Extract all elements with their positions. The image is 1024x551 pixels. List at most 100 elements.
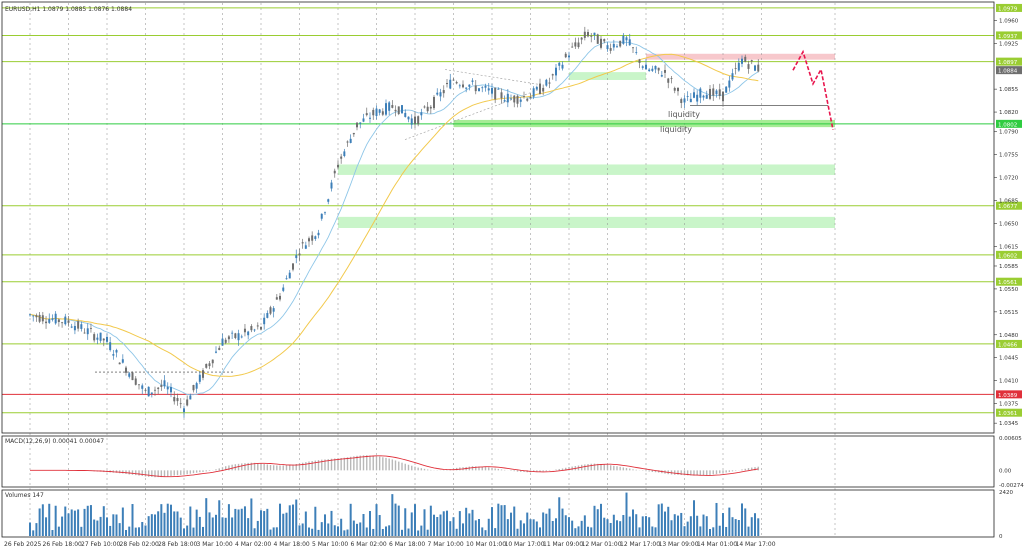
candle-body (635, 52, 638, 53)
level-badge (996, 277, 1022, 286)
level-badge (996, 31, 1022, 40)
level-badge-label: 1.0466 (998, 342, 1018, 348)
candle-body (375, 108, 378, 116)
volume-bar (568, 517, 570, 536)
volume-bar (327, 523, 330, 536)
candle-body (506, 93, 509, 103)
volume-bar (121, 507, 124, 536)
volume-bar (523, 523, 525, 536)
volume-bar (324, 514, 326, 536)
candle-body (343, 151, 346, 156)
candle-body (481, 87, 484, 89)
volume-bar (693, 500, 695, 536)
time-label: 28 Feb 18:00 (158, 541, 198, 548)
candle-body (442, 90, 445, 94)
candle-body (429, 106, 432, 109)
volume-bar (144, 525, 147, 536)
volume-bar (712, 527, 715, 536)
candle-body (218, 347, 221, 351)
candle-body (542, 87, 545, 92)
candle-body (583, 31, 586, 38)
candle-body (365, 113, 368, 116)
candle-body (35, 315, 38, 318)
candle-body (385, 103, 387, 115)
candle-body (260, 326, 262, 330)
volume-bar (754, 513, 756, 536)
trend-lines (95, 69, 828, 373)
volume-bar (128, 526, 131, 536)
volume-bar (282, 513, 285, 536)
volume-bar (404, 508, 407, 536)
price-tick-label: 1.0445 (999, 356, 1019, 362)
level-badge (996, 66, 1022, 75)
volume-bar (51, 530, 54, 536)
candle-body (750, 60, 753, 62)
candle-body (192, 385, 195, 391)
volume-bar (93, 519, 96, 536)
candle-body (417, 116, 420, 125)
candles (29, 26, 760, 418)
volume-bar (526, 512, 529, 536)
candle-body (250, 326, 253, 331)
time-label: 4 Mar 18:00 (274, 541, 310, 548)
candle-body (183, 408, 185, 413)
candle-body (154, 389, 156, 391)
volume-bar (696, 515, 699, 536)
volume-bar (731, 517, 734, 536)
time-label: 10 Mar 01:00 (466, 541, 506, 548)
candle-body (574, 42, 577, 47)
candle-body (600, 38, 602, 48)
candle-body (632, 47, 634, 49)
candle-body (516, 95, 519, 104)
candle-body (29, 314, 31, 316)
volume-bar (484, 530, 487, 536)
volume-bar (414, 504, 416, 536)
volume-bar (115, 514, 118, 536)
volume-bar (154, 514, 156, 536)
candle-body (301, 242, 304, 244)
level-badge (996, 57, 1022, 66)
candle-body (397, 106, 400, 115)
price-zone (338, 216, 835, 228)
candle-body (356, 122, 358, 128)
candle-body (83, 332, 86, 334)
candle-body (709, 88, 711, 99)
candle-body (593, 32, 596, 36)
volume-bar (401, 529, 403, 536)
volume-bar (397, 505, 400, 536)
volume-bar (45, 517, 48, 536)
volume-bar (571, 520, 574, 536)
volume-bar (311, 528, 314, 536)
level-badge (996, 390, 1022, 399)
macd-tick-label: -0.00274 (999, 483, 1024, 489)
volume-bar (288, 505, 291, 536)
volume-bar (664, 511, 666, 536)
candle-body (359, 122, 362, 124)
candle-body (298, 253, 301, 256)
candle-body (577, 42, 580, 48)
candle-body (535, 86, 538, 90)
volume-bar (503, 505, 506, 536)
candle-body (648, 69, 651, 72)
candle-body (734, 68, 737, 69)
price-tick-label: 1.0960 (999, 18, 1019, 24)
candle-body (603, 39, 606, 42)
volume-bar (574, 528, 577, 536)
candle-body (545, 79, 548, 86)
candle-body (109, 342, 112, 351)
candle-body (532, 88, 535, 97)
volume-bar (388, 525, 391, 536)
volume-bar (516, 528, 519, 536)
candle-body (523, 96, 525, 97)
volume-bar (112, 514, 115, 536)
volume-bar (641, 516, 644, 536)
volume-bar (292, 504, 294, 536)
candle-body (96, 337, 99, 340)
candle-body (205, 363, 208, 368)
macd-tick-label: 0.00 (999, 468, 1012, 474)
volume-bar (423, 509, 426, 536)
volume-bar (202, 526, 204, 536)
macd-signal-line (30, 455, 759, 478)
volume-bar (356, 523, 358, 536)
candle-body (93, 334, 96, 341)
